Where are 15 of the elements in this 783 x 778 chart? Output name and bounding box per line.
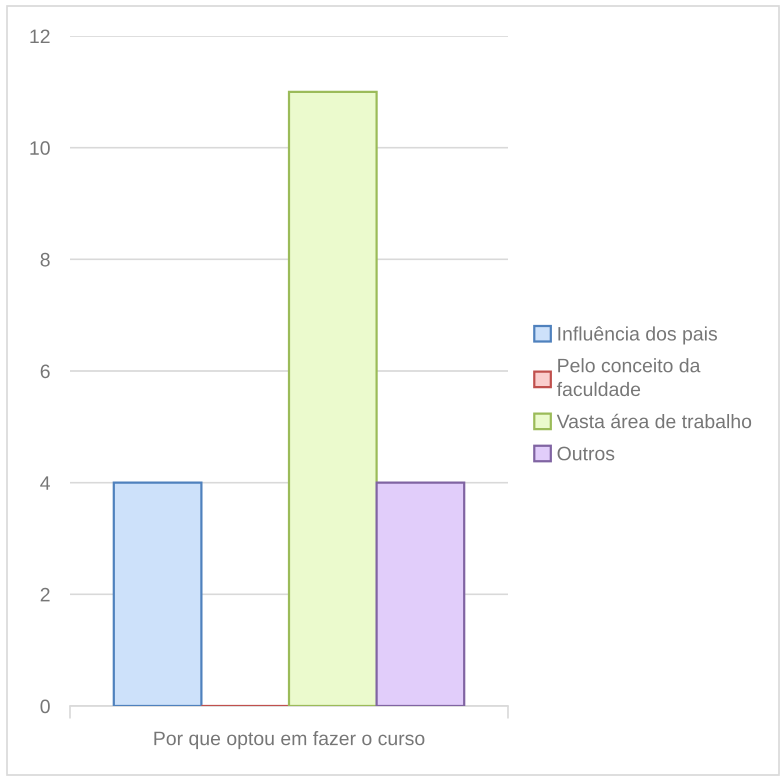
y-tick-label: 10 [30,141,50,155]
y-tick-label: 2 [40,588,50,602]
y-tick-label: 6 [40,364,50,378]
legend-label: Pelo conceito da faculdade [556,358,700,396]
y-tick-label: 8 [40,252,50,267]
legend-label: Outros [558,446,614,460]
x-tick-label: Por que optou em fazer o curso [154,731,424,750]
y-tick-label: 0 [40,699,50,714]
bar [288,90,378,706]
bar [375,482,466,706]
bar [112,482,203,706]
y-tick-label: 12 [30,29,50,44]
legend-label: Vasta área de trabalho [556,414,752,428]
legend-label: Influência dos pais [558,326,717,344]
y-tick-label: 4 [40,476,50,490]
